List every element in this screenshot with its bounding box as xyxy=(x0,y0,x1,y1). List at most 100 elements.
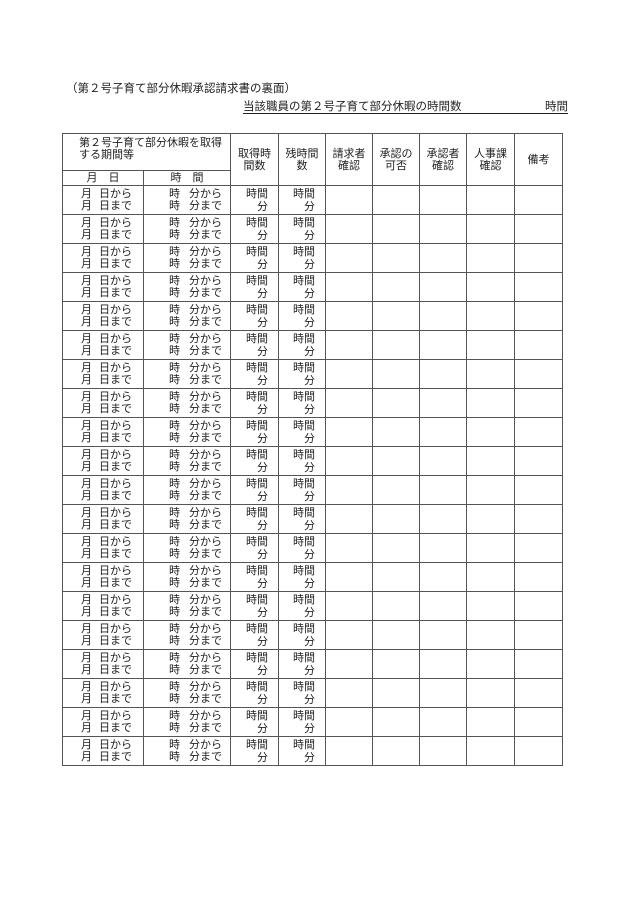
hr-cell[interactable] xyxy=(466,359,515,389)
requester-cell[interactable] xyxy=(325,359,373,389)
requester-cell[interactable] xyxy=(325,214,373,244)
date-cell[interactable]: 月日から月日まで xyxy=(62,214,144,244)
date-cell[interactable]: 月日から月日まで xyxy=(62,591,144,621)
hours-taken-cell[interactable]: 時間分 xyxy=(230,678,279,708)
approval-cell[interactable] xyxy=(372,301,420,331)
hr-cell[interactable] xyxy=(466,214,515,244)
date-cell[interactable]: 月日から月日まで xyxy=(62,417,144,447)
hours-taken-cell[interactable]: 時間分 xyxy=(230,562,279,592)
approval-cell[interactable] xyxy=(372,388,420,418)
approval-cell[interactable] xyxy=(372,243,420,273)
approver-cell[interactable] xyxy=(419,330,467,360)
time-cell[interactable]: 時分から時分まで xyxy=(143,214,231,244)
requester-cell[interactable] xyxy=(325,533,373,563)
remarks-cell[interactable] xyxy=(514,185,563,215)
remaining-cell[interactable]: 時間分 xyxy=(278,678,326,708)
time-cell[interactable]: 時分から時分まで xyxy=(143,649,231,679)
requester-cell[interactable] xyxy=(325,330,373,360)
requester-cell[interactable] xyxy=(325,243,373,273)
remarks-cell[interactable] xyxy=(514,243,563,273)
date-cell[interactable]: 月日から月日まで xyxy=(62,562,144,592)
approval-cell[interactable] xyxy=(372,678,420,708)
hours-taken-cell[interactable]: 時間分 xyxy=(230,591,279,621)
hours-taken-cell[interactable]: 時間分 xyxy=(230,330,279,360)
approval-cell[interactable] xyxy=(372,533,420,563)
hours-taken-cell[interactable]: 時間分 xyxy=(230,214,279,244)
hr-cell[interactable] xyxy=(466,417,515,447)
time-cell[interactable]: 時分から時分まで xyxy=(143,533,231,563)
hours-taken-cell[interactable]: 時間分 xyxy=(230,475,279,505)
time-cell[interactable]: 時分から時分まで xyxy=(143,185,231,215)
remarks-cell[interactable] xyxy=(514,417,563,447)
hr-cell[interactable] xyxy=(466,504,515,534)
approver-cell[interactable] xyxy=(419,272,467,302)
date-cell[interactable]: 月日から月日まで xyxy=(62,475,144,505)
requester-cell[interactable] xyxy=(325,707,373,737)
time-cell[interactable]: 時分から時分まで xyxy=(143,591,231,621)
hr-cell[interactable] xyxy=(466,446,515,476)
requester-cell[interactable] xyxy=(325,446,373,476)
remaining-cell[interactable]: 時間分 xyxy=(278,359,326,389)
date-cell[interactable]: 月日から月日まで xyxy=(62,620,144,650)
date-cell[interactable]: 月日から月日まで xyxy=(62,301,144,331)
hr-cell[interactable] xyxy=(466,388,515,418)
remaining-cell[interactable]: 時間分 xyxy=(278,214,326,244)
hours-taken-cell[interactable]: 時間分 xyxy=(230,504,279,534)
approver-cell[interactable] xyxy=(419,620,467,650)
time-cell[interactable]: 時分から時分まで xyxy=(143,330,231,360)
date-cell[interactable]: 月日から月日まで xyxy=(62,678,144,708)
date-cell[interactable]: 月日から月日まで xyxy=(62,359,144,389)
approval-cell[interactable] xyxy=(372,185,420,215)
date-cell[interactable]: 月日から月日まで xyxy=(62,330,144,360)
requester-cell[interactable] xyxy=(325,388,373,418)
approval-cell[interactable] xyxy=(372,707,420,737)
approval-cell[interactable] xyxy=(372,591,420,621)
hr-cell[interactable] xyxy=(466,562,515,592)
approval-cell[interactable] xyxy=(372,359,420,389)
remaining-cell[interactable]: 時間分 xyxy=(278,417,326,447)
date-cell[interactable]: 月日から月日まで xyxy=(62,388,144,418)
remaining-cell[interactable]: 時間分 xyxy=(278,504,326,534)
remaining-cell[interactable]: 時間分 xyxy=(278,272,326,302)
remaining-cell[interactable]: 時間分 xyxy=(278,736,326,766)
date-cell[interactable]: 月日から月日まで xyxy=(62,185,144,215)
date-cell[interactable]: 月日から月日まで xyxy=(62,649,144,679)
remarks-cell[interactable] xyxy=(514,678,563,708)
date-cell[interactable]: 月日から月日まで xyxy=(62,707,144,737)
approval-cell[interactable] xyxy=(372,272,420,302)
approver-cell[interactable] xyxy=(419,446,467,476)
requester-cell[interactable] xyxy=(325,678,373,708)
approver-cell[interactable] xyxy=(419,678,467,708)
remarks-cell[interactable] xyxy=(514,214,563,244)
hours-taken-cell[interactable]: 時間分 xyxy=(230,417,279,447)
approver-cell[interactable] xyxy=(419,533,467,563)
approver-cell[interactable] xyxy=(419,301,467,331)
time-cell[interactable]: 時分から時分まで xyxy=(143,620,231,650)
time-cell[interactable]: 時分から時分まで xyxy=(143,417,231,447)
approver-cell[interactable] xyxy=(419,359,467,389)
approval-cell[interactable] xyxy=(372,417,420,447)
hr-cell[interactable] xyxy=(466,330,515,360)
hr-cell[interactable] xyxy=(466,272,515,302)
remarks-cell[interactable] xyxy=(514,359,563,389)
remaining-cell[interactable]: 時間分 xyxy=(278,707,326,737)
hr-cell[interactable] xyxy=(466,475,515,505)
time-cell[interactable]: 時分から時分まで xyxy=(143,678,231,708)
remaining-cell[interactable]: 時間分 xyxy=(278,591,326,621)
remaining-cell[interactable]: 時間分 xyxy=(278,243,326,273)
remaining-cell[interactable]: 時間分 xyxy=(278,475,326,505)
requester-cell[interactable] xyxy=(325,649,373,679)
hours-taken-cell[interactable]: 時間分 xyxy=(230,185,279,215)
time-cell[interactable]: 時分から時分まで xyxy=(143,736,231,766)
remarks-cell[interactable] xyxy=(514,620,563,650)
date-cell[interactable]: 月日から月日まで xyxy=(62,243,144,273)
remaining-cell[interactable]: 時間分 xyxy=(278,446,326,476)
hr-cell[interactable] xyxy=(466,301,515,331)
approver-cell[interactable] xyxy=(419,185,467,215)
hours-taken-cell[interactable]: 時間分 xyxy=(230,649,279,679)
approval-cell[interactable] xyxy=(372,446,420,476)
hours-taken-cell[interactable]: 時間分 xyxy=(230,533,279,563)
date-cell[interactable]: 月日から月日まで xyxy=(62,504,144,534)
time-cell[interactable]: 時分から時分まで xyxy=(143,446,231,476)
hours-taken-cell[interactable]: 時間分 xyxy=(230,446,279,476)
